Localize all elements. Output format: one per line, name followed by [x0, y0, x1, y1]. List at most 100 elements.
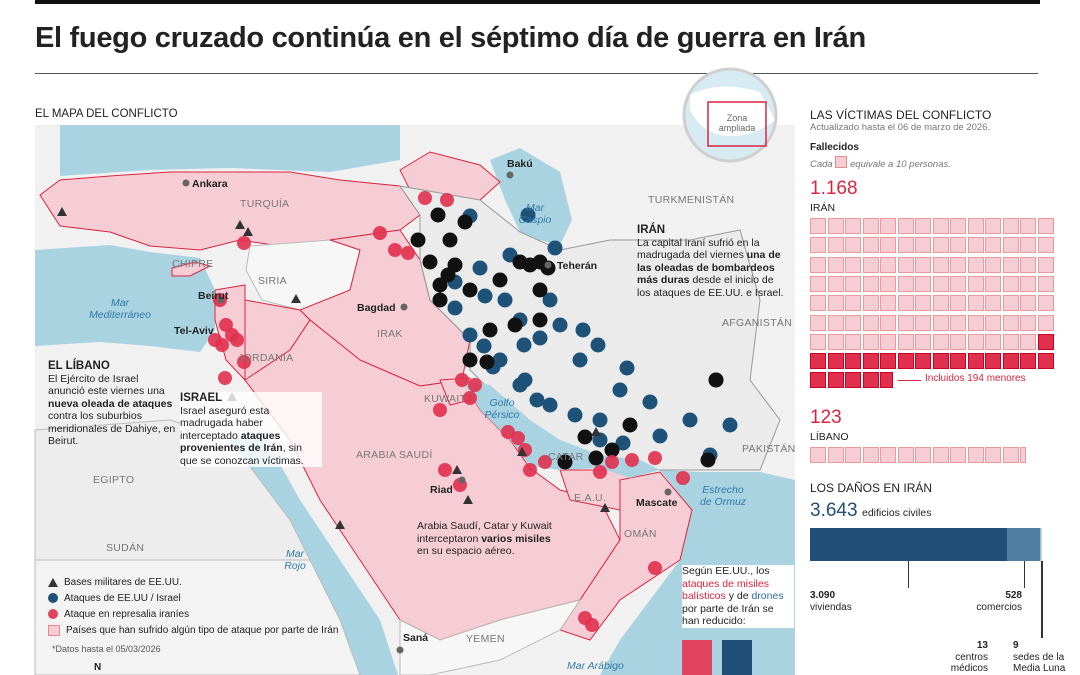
- attack-iran: [625, 453, 639, 467]
- waffle-square: [880, 295, 896, 312]
- waffle-square: [967, 218, 984, 234]
- waffle-square: [950, 353, 966, 370]
- country: SIRIA: [258, 275, 287, 287]
- victims-subtitle: Fallecidos: [810, 142, 859, 153]
- waffle-square: [845, 275, 861, 292]
- note-text: ataques de misiles balísticos: [682, 577, 769, 603]
- waffle-square: [862, 275, 879, 292]
- unit-note-text: Cada: [810, 159, 833, 170]
- attack-iran: [593, 465, 607, 479]
- country-value: 123: [810, 406, 842, 428]
- note-text: ataques provenientes de Irán: [180, 429, 283, 455]
- attack-iran: [585, 618, 599, 632]
- attack-iran: [230, 333, 244, 347]
- country: PAKISTÁN: [742, 443, 796, 455]
- note-israel: ISRAEL Israel aseguró esta madrugada habe…: [180, 392, 322, 467]
- attack-us-israel: [577, 429, 593, 445]
- waffle-square: [1002, 314, 1019, 331]
- waffle-square: [827, 256, 844, 273]
- waffle-square: [1020, 333, 1036, 350]
- attack-us-israel: [557, 454, 573, 470]
- attack-us-israel: [532, 312, 548, 328]
- waffle-square: [880, 237, 896, 254]
- legend-swatch: [48, 593, 58, 603]
- attack-iran: [433, 403, 447, 417]
- country: IRAK: [377, 328, 403, 340]
- waffle-square: [1020, 446, 1027, 463]
- waffle-square: [862, 237, 879, 254]
- note-text: , sin que se conozcan víctimas.: [180, 442, 304, 467]
- attack-us-israel: [497, 292, 513, 308]
- waffle-square: [915, 353, 931, 370]
- damage-label: 13 centros médicos: [928, 640, 988, 675]
- damage-name: centros médicos: [950, 651, 988, 675]
- attack-us-israel: [447, 300, 463, 316]
- minors-label: Incluidos 194 menores: [925, 373, 1026, 385]
- place: Mascate: [636, 497, 678, 509]
- legend-swatch: [48, 624, 60, 636]
- legend-item: Ataque en represalia iraníes: [48, 606, 338, 622]
- us-base: [600, 503, 610, 512]
- note-text: por parte de Irán se han reducido:: [682, 602, 774, 628]
- damage-value: 9: [1013, 640, 1019, 651]
- waffle-square: [915, 314, 931, 331]
- note-text: en su espacio aéreo.: [417, 545, 515, 557]
- waffle-square: [880, 256, 896, 273]
- attack-us-israel: [430, 207, 446, 223]
- waffle-square: [897, 314, 914, 331]
- attack-iran: [218, 371, 232, 385]
- damage-leader: [1023, 561, 1025, 588]
- waffle-square: [950, 295, 966, 312]
- waffle-square: [950, 275, 966, 292]
- waffle-square: [932, 275, 949, 292]
- damage-label: 3.090 viviendas: [810, 590, 870, 613]
- sea: Mar Arábigo: [567, 660, 624, 672]
- note-text: La capital iraní sufrió en la madrugada …: [637, 236, 760, 262]
- attack-us-israel: [492, 272, 508, 288]
- country: E.A.U.: [574, 492, 607, 504]
- damage-label: 528 comercios: [962, 590, 1022, 613]
- waffle-square: [827, 218, 844, 234]
- waffle-square: [897, 446, 914, 463]
- waffle-square: [1002, 256, 1019, 273]
- waffle-square: [897, 333, 914, 350]
- us-base: [517, 447, 527, 456]
- country: ARABIA SAUDÍ: [356, 449, 433, 461]
- attack-iran: [463, 391, 477, 405]
- page-title: El fuego cruzado continúa en el séptimo …: [35, 22, 866, 54]
- attack-iran: [418, 191, 432, 205]
- map-title: EL MAPA DEL CONFLICTO: [35, 108, 178, 120]
- waffle-square: [1037, 333, 1054, 350]
- country: TURKMENISTÁN: [648, 194, 735, 206]
- place: Saná: [403, 632, 429, 644]
- attack-us-israel: [520, 207, 536, 223]
- waffle-square: [897, 256, 914, 273]
- waffle-square: [827, 446, 844, 463]
- note-text: varios misiles: [481, 532, 551, 545]
- city-dot: [182, 179, 190, 187]
- waffle-square: [1020, 314, 1036, 331]
- waffle-square: [862, 353, 879, 370]
- waffle-square: [862, 256, 879, 273]
- legend-label: Ataques de EE.UU / Israel: [64, 592, 181, 604]
- note-text: Arabia Saudí, Catar y Kuwait interceptar…: [417, 520, 552, 545]
- waffle-square: [1037, 256, 1054, 273]
- sea: Mar Rojo: [284, 548, 306, 572]
- us-base: [335, 520, 345, 529]
- waffle-square: [1037, 314, 1054, 331]
- north: N: [94, 662, 102, 673]
- attack-us-israel: [542, 292, 558, 308]
- waffle-square: [1002, 353, 1019, 370]
- waffle-square: [810, 295, 826, 312]
- waffle-square: [1002, 237, 1019, 254]
- waffle-square: [967, 353, 984, 370]
- attack-us-israel: [457, 214, 473, 230]
- victims-updated: Actualizado hasta el 06 de marzo de 2026…: [810, 122, 991, 133]
- us-base: [291, 294, 301, 303]
- attack-us-israel: [552, 317, 568, 333]
- legend-swatch: [48, 609, 58, 619]
- attack-iran: [373, 226, 387, 240]
- country-label: IRÁN: [810, 202, 836, 214]
- victims-title: LAS VÍCTIMAS DEL CONFLICTO: [810, 108, 992, 122]
- waffle-square: [985, 314, 1001, 331]
